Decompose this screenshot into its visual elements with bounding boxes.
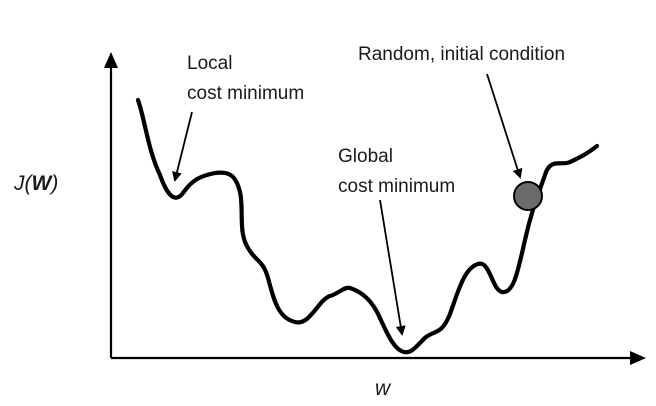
y-axis-label-prefix: J(: [13, 172, 34, 195]
initial-condition-label: Random, initial condition: [358, 44, 565, 65]
global-label-line1: Global: [338, 146, 393, 167]
global-label-line2: cost minimum: [338, 176, 455, 197]
x-axis-label: w: [375, 377, 392, 400]
y-axis-arrowhead: [104, 52, 118, 68]
local-label-line2: cost minimum: [187, 83, 304, 104]
cost-curve: [135, 97, 600, 355]
global-minimum-arrow: [379, 199, 406, 336]
y-axis-label-var: W: [32, 172, 54, 195]
local-label-line1: Local: [187, 53, 232, 74]
x-axis-arrowhead: [630, 351, 646, 365]
y-axis-label: J(W): [13, 172, 58, 195]
local-minimum-arrow: [172, 111, 193, 182]
y-axis-label-suffix: ): [48, 172, 58, 195]
initial-condition-arrow: [486, 73, 523, 179]
initial-condition-ball: [513, 181, 543, 211]
